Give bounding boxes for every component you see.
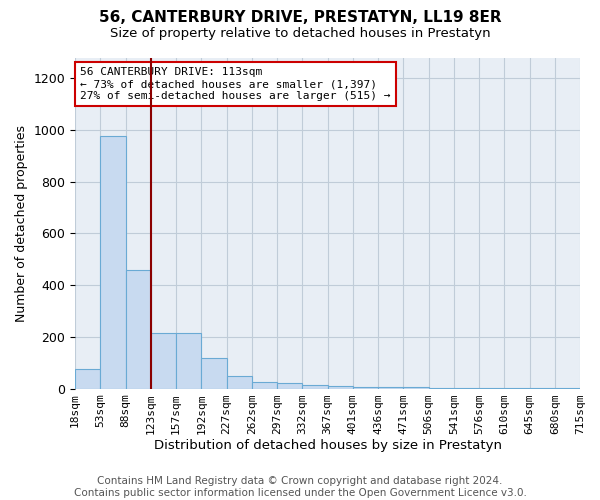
Y-axis label: Number of detached properties: Number of detached properties: [15, 124, 28, 322]
Bar: [277, 384, 302, 388]
Bar: [227, 376, 252, 388]
Bar: [151, 333, 176, 388]
X-axis label: Distribution of detached houses by size in Prestatyn: Distribution of detached houses by size …: [154, 440, 502, 452]
Bar: [176, 333, 202, 388]
Bar: [100, 136, 125, 388]
Text: 56, CANTERBURY DRIVE, PRESTATYN, LL19 8ER: 56, CANTERBURY DRIVE, PRESTATYN, LL19 8E…: [98, 10, 502, 25]
Bar: [252, 382, 277, 388]
Bar: [125, 270, 151, 388]
Bar: [302, 384, 328, 388]
Bar: [202, 358, 227, 388]
Bar: [328, 386, 353, 388]
Text: 56 CANTERBURY DRIVE: 113sqm
← 73% of detached houses are smaller (1,397)
27% of : 56 CANTERBURY DRIVE: 113sqm ← 73% of det…: [80, 68, 391, 100]
Bar: [75, 369, 100, 388]
Text: Contains HM Land Registry data © Crown copyright and database right 2024.
Contai: Contains HM Land Registry data © Crown c…: [74, 476, 526, 498]
Text: Size of property relative to detached houses in Prestatyn: Size of property relative to detached ho…: [110, 28, 490, 40]
